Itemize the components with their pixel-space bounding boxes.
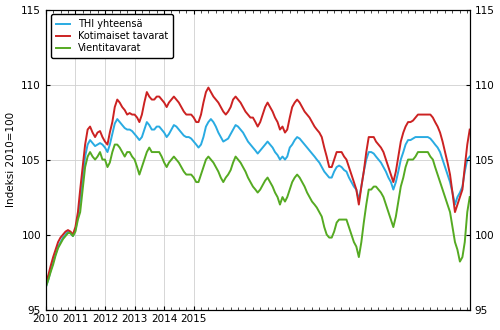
Y-axis label: Indeksi 2010=100: Indeksi 2010=100 xyxy=(6,112,16,207)
Line: THI yhteensä: THI yhteensä xyxy=(46,119,470,287)
Line: Vientitavarat: Vientitavarat xyxy=(46,145,470,287)
Legend: THI yhteensä, Kotimaiset tavarat, Vientitavarat: THI yhteensä, Kotimaiset tavarat, Vienti… xyxy=(50,15,173,58)
Line: Kotimaiset tavarat: Kotimaiset tavarat xyxy=(46,87,470,282)
